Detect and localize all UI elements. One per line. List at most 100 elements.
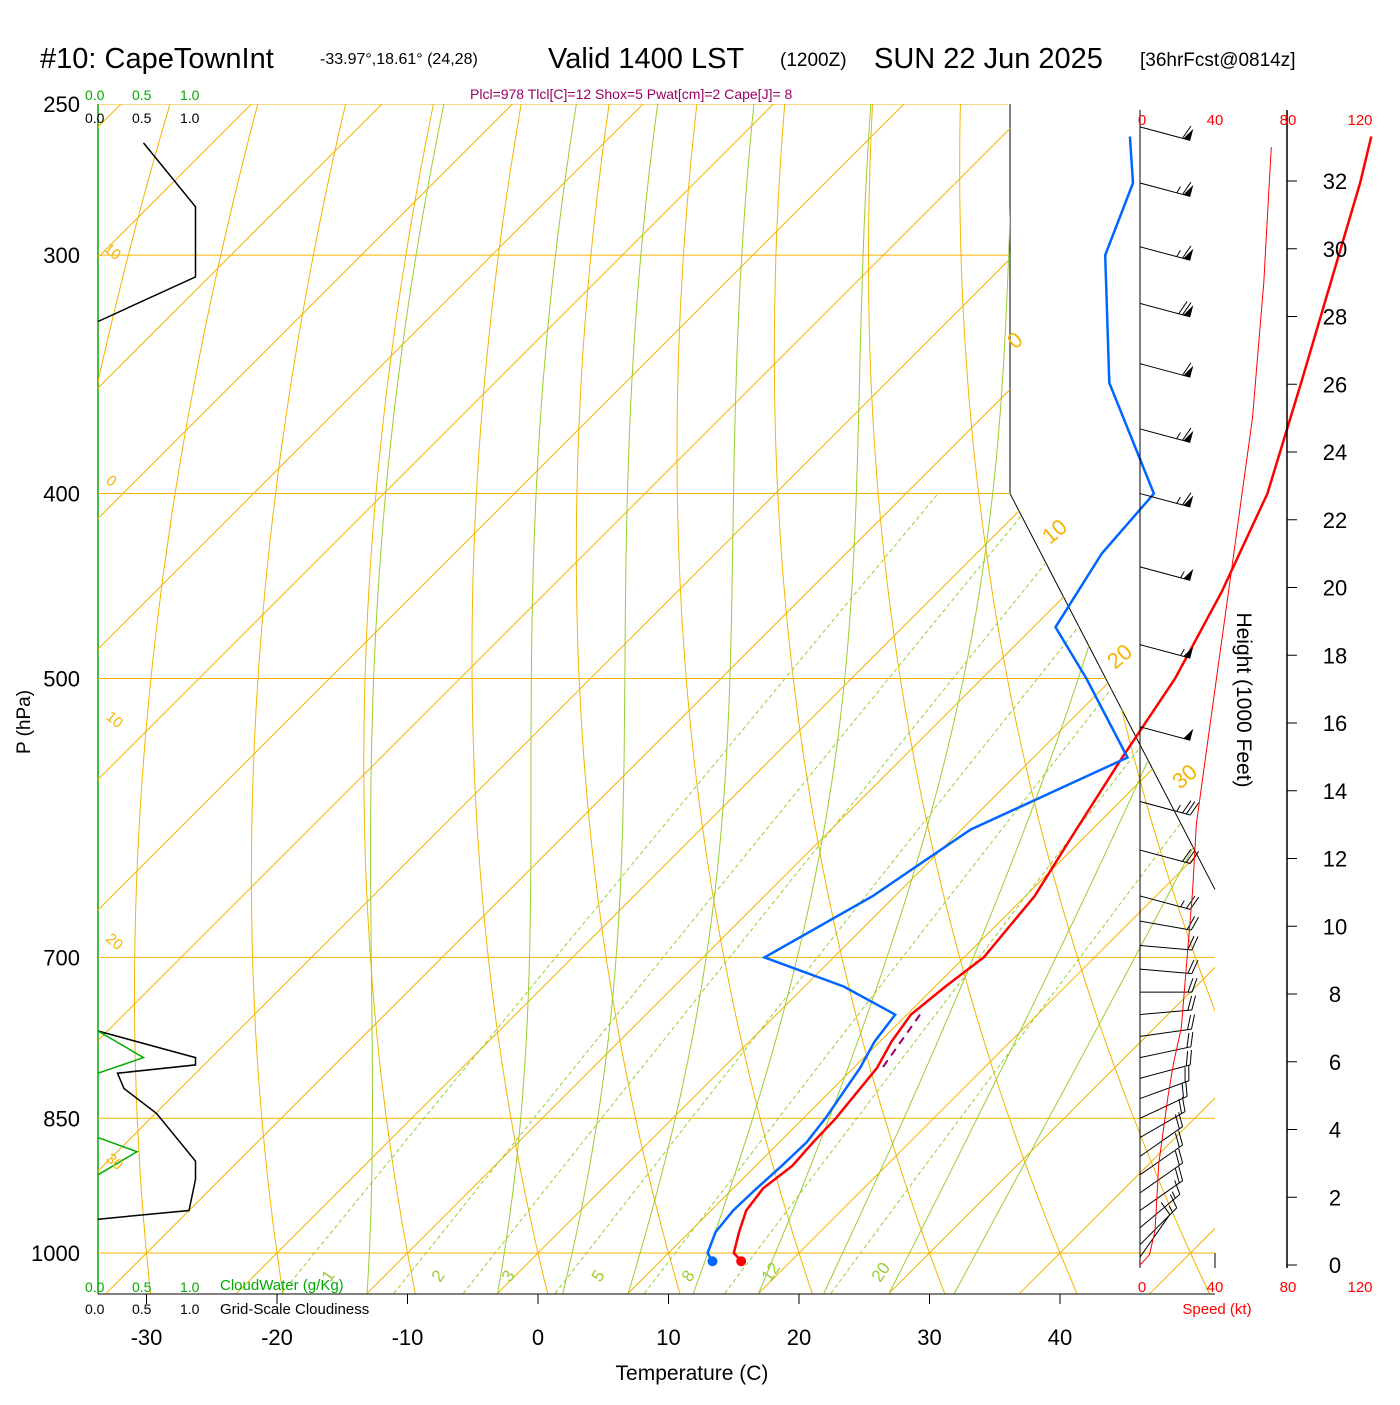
moist-adiabat-15 <box>693 0 888 1293</box>
wind-barb-flag <box>1179 1099 1182 1114</box>
utc-time: (1200Z) <box>780 50 847 71</box>
height-axis-title: Height (1000 Feet) <box>1232 612 1255 787</box>
cloud-scale-top-green-2: 1.0 <box>180 87 200 103</box>
wind-barb-flag <box>1188 996 1192 1010</box>
height-tick-label: 26 <box>1323 372 1347 397</box>
isotherm--50 <box>0 0 1219 1293</box>
x-axis-title: Temperature (C) <box>616 1362 769 1385</box>
wind-barb-half-flag <box>1181 572 1185 578</box>
wind-barb <box>1140 1066 1189 1099</box>
moist-adiabat-20 <box>759 0 1026 1293</box>
isotherm-label-left-1: 20 <box>102 930 126 954</box>
wind-barb <box>1140 1180 1180 1227</box>
wind-barb <box>1140 978 1197 992</box>
y-tick-label: 850 <box>43 1106 80 1131</box>
cloud-scale-top-green-0: 0.0 <box>85 87 105 103</box>
y-tick-label: 400 <box>43 482 80 507</box>
x-tick-label: 20 <box>787 1325 811 1350</box>
x-tick-label: 30 <box>917 1325 941 1350</box>
speed-tick-top: 120 <box>1347 112 1372 129</box>
x-tick-label: -10 <box>392 1325 424 1350</box>
wind-barb-flag <box>1191 1032 1193 1047</box>
wind-barb-flag <box>1179 1149 1183 1163</box>
wind-barb <box>1140 849 1199 863</box>
y-tick-label: 1000 <box>31 1241 80 1266</box>
y-tick-label: 500 <box>43 667 80 692</box>
wind-barb <box>1140 727 1193 740</box>
surface-dewpoint-dot <box>707 1256 717 1266</box>
dry-adiabat-100 <box>1382 0 1400 1293</box>
isotherm--100 <box>0 0 567 1293</box>
speed-tick-top: 80 <box>1280 112 1297 129</box>
mixing-ratio-2 <box>394 494 1040 1294</box>
station-coords: -33.97°,18.61° (24,28) <box>320 51 478 68</box>
wind-barb-staff <box>1140 1065 1190 1078</box>
wind-barb-flag <box>1192 996 1196 1010</box>
wind-barb-flag <box>1179 302 1187 314</box>
wind-barb <box>1140 428 1193 442</box>
wind-barb-pennant <box>1183 647 1193 659</box>
isotherm-label-left-3: 0 <box>102 472 119 490</box>
wind-barb-pennant <box>1183 729 1193 741</box>
mixing-ratio-label-3: 3 <box>498 1267 519 1286</box>
speed-tick-bottom: 120 <box>1347 1279 1372 1296</box>
forecast-date: SUN 22 Jun 2025 <box>874 43 1103 75</box>
mixing-ratio-label-2: 2 <box>428 1267 449 1286</box>
isotherm--80 <box>0 0 828 1293</box>
wind-barb-flag <box>1175 1115 1179 1129</box>
wind-barb <box>1140 1082 1187 1119</box>
speed-tick-bottom: 40 <box>1207 1279 1224 1296</box>
wind-barb-flag <box>1186 802 1194 814</box>
wind-barb <box>1140 363 1193 377</box>
dry-adiabat--40 <box>13 0 229 1293</box>
cloudiness-profile-0 <box>98 143 196 322</box>
y-tick-label: 300 <box>43 243 80 268</box>
wind-barb-flag <box>1191 917 1198 930</box>
height-tick-label: 8 <box>1329 982 1341 1007</box>
wind-barb-pennant <box>1183 569 1193 581</box>
wind-barb-half-flag <box>1181 649 1185 655</box>
wind-barb <box>1140 936 1198 950</box>
moist-adiabat-0 <box>498 0 611 1293</box>
wind-barb-flag <box>1175 1151 1179 1165</box>
height-tick-label: 2 <box>1329 1185 1341 1210</box>
dry-adiabat-40 <box>869 0 1077 1293</box>
valid-time: Valid 1400 LST <box>548 43 744 75</box>
isotherm-label-right-0: 0 <box>1002 327 1027 354</box>
forecast-run: [36hrFcst@0814z] <box>1140 50 1296 71</box>
height-tick-label: 24 <box>1323 440 1347 465</box>
dry-adiabat-70 <box>1134 0 1400 1293</box>
wind-barb <box>1140 246 1193 260</box>
cloud-scale-top-black-1: 0.5 <box>132 110 152 126</box>
wind-barb <box>1140 645 1193 658</box>
wind-barb <box>1140 996 1196 1015</box>
x-tick-label: 40 <box>1048 1325 1072 1350</box>
y-axis-title: P (hPa) <box>14 690 35 754</box>
wind-barb-half-flag <box>1177 250 1181 256</box>
height-tick-label: 6 <box>1329 1050 1341 1075</box>
x-tick-label: 0 <box>532 1325 544 1350</box>
wind-barb-staff <box>1140 945 1192 950</box>
isotherm-label-right-2: 20 <box>1102 639 1137 674</box>
cloudiness-label: Grid-Scale Cloudiness <box>220 1301 369 1318</box>
dry-adiabat-0 <box>472 0 558 1293</box>
height-tick-label: 16 <box>1323 711 1347 736</box>
wind-barb <box>1140 182 1193 196</box>
y-tick-label: 700 <box>43 945 80 970</box>
wind-barb-staff <box>1140 1208 1177 1245</box>
cloud-scale-bottom-green-1: 0.5 <box>132 1279 152 1295</box>
wind-barb <box>1140 1097 1185 1138</box>
wind-barb <box>1140 1050 1191 1078</box>
isotherm-label-right-3: 30 <box>1167 759 1202 794</box>
cloud-scale-bottom-green-0: 0.0 <box>85 1279 105 1295</box>
moist-adiabat-25 <box>824 0 1198 1293</box>
wind-barb-flag <box>1187 1033 1189 1048</box>
wind-barb-flag <box>1188 1015 1191 1030</box>
speed-tick-bottom: 0 <box>1138 1279 1146 1296</box>
cloud-scale-bottom-black-0: 0.0 <box>85 1301 105 1317</box>
mixing-ratio-label-8: 8 <box>678 1267 699 1286</box>
station-title: #10: CapeTownInt <box>40 43 274 75</box>
y-tick-label: 250 <box>43 92 80 117</box>
wind-barb-flag <box>1182 1083 1183 1098</box>
